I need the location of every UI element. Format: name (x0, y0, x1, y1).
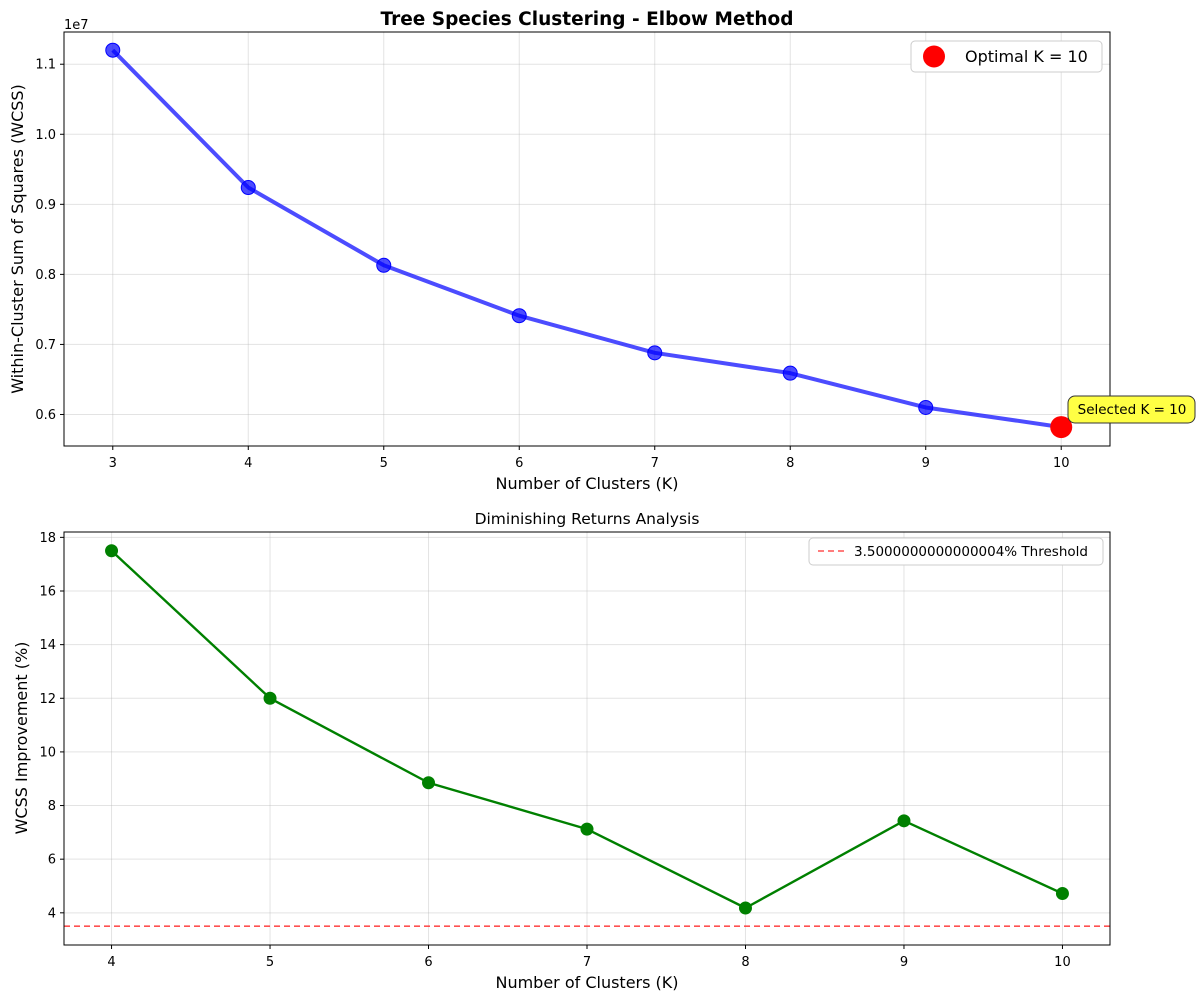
y-tick-label: 8 (48, 799, 56, 814)
x-tick-label: 3 (109, 456, 117, 471)
diminishing-returns-title: Diminishing Returns Analysis (475, 510, 700, 528)
y-tick-label: 14 (39, 638, 56, 653)
legend-label-optimal-k: Optimal K = 10 (965, 47, 1088, 66)
x-tick-label: 10 (1054, 955, 1071, 970)
elbow-chart-xlabel: Number of Clusters (K) (495, 474, 678, 493)
elbow-chart-series (105, 42, 1073, 439)
optimal-k-marker (1050, 416, 1073, 439)
y-tick-label: 18 (39, 531, 56, 546)
data-point (376, 257, 392, 273)
y-tick-label: 0.9 (35, 198, 56, 213)
x-tick-label: 10 (1053, 456, 1070, 471)
x-tick-label: 6 (515, 456, 523, 471)
data-point (511, 308, 527, 324)
y-tick-label: 6 (48, 853, 56, 868)
y-tick-label: 0.8 (35, 268, 56, 283)
data-point (422, 776, 436, 790)
data-point (105, 544, 119, 558)
x-tick-label: 6 (424, 955, 432, 970)
series-line (111, 48, 1062, 430)
elbow-chart-ticks: 3 4 5 6 7 8 9 10 0.6 0.7 0.8 0.9 1.0 1.1 (35, 58, 1069, 471)
y-tick-label: 0.7 (35, 338, 56, 353)
data-point (580, 822, 594, 836)
x-tick-label: 4 (244, 456, 252, 471)
x-tick-label: 5 (266, 955, 274, 970)
elbow-chart-legend: Optimal K = 10 (910, 40, 1103, 73)
selected-k-annotation-text: Selected K = 10 (1078, 402, 1187, 418)
y-tick-label: 16 (39, 585, 56, 600)
legend-label-threshold: 3.5000000000000004% Threshold (854, 544, 1088, 560)
data-point (263, 691, 277, 705)
selected-k-annotation: Selected K = 10 (1067, 395, 1196, 424)
data-point (738, 901, 752, 915)
y-tick-label: 12 (39, 692, 56, 707)
x-tick-label: 8 (741, 955, 749, 970)
elbow-chart-frame (63, 31, 1111, 447)
x-tick-label: 4 (107, 955, 115, 970)
x-tick-label: 8 (786, 456, 794, 471)
data-point (240, 180, 256, 196)
elbow-chart-offset-label: 1e7 (64, 18, 89, 33)
x-tick-label: 9 (900, 955, 908, 970)
data-point (105, 42, 121, 58)
elbow-chart-ylabel: Within-Cluster Sum of Squares (WCSS) (8, 84, 27, 394)
y-tick-label: 1.0 (35, 128, 56, 143)
diminishing-returns-legend: 3.5000000000000004% Threshold (808, 537, 1104, 566)
x-tick-label: 7 (583, 955, 591, 970)
x-tick-label: 5 (380, 456, 388, 471)
y-tick-label: 4 (48, 906, 56, 921)
diminishing-returns-xlabel: Number of Clusters (K) (495, 973, 678, 992)
y-tick-label: 0.6 (35, 408, 56, 423)
legend-marker-optimal-k (923, 45, 945, 68)
y-tick-label: 1.1 (35, 58, 56, 73)
data-point (897, 814, 911, 828)
data-point (782, 365, 798, 381)
elbow-chart-grid (64, 32, 1110, 446)
data-point (918, 399, 934, 415)
elbow-chart-title: Tree Species Clustering - Elbow Method (381, 9, 794, 30)
diminishing-returns-grid (64, 532, 1110, 945)
y-tick-label: 10 (39, 745, 56, 760)
diminishing-returns-series (64, 544, 1110, 928)
x-tick-label: 7 (651, 456, 659, 471)
data-point (647, 345, 663, 361)
data-point (1055, 887, 1069, 901)
diminishing-returns-ticks: 4 5 6 7 8 9 10 4 6 8 10 12 14 16 18 (39, 531, 1070, 970)
diminishing-returns-chart: 4 5 6 7 8 9 10 4 6 8 10 12 14 16 18 Diminishing Return… (12, 510, 1111, 992)
elbow-chart: 3 4 5 6 7 8 9 10 0.6 0.7 0.8 0.9 1.0 1.1 Tree Species… (8, 9, 1196, 493)
diminishing-returns-ylabel: WCSS Improvement (%) (12, 642, 31, 835)
x-tick-label: 9 (922, 456, 930, 471)
diminishing-returns-frame (63, 531, 1111, 946)
